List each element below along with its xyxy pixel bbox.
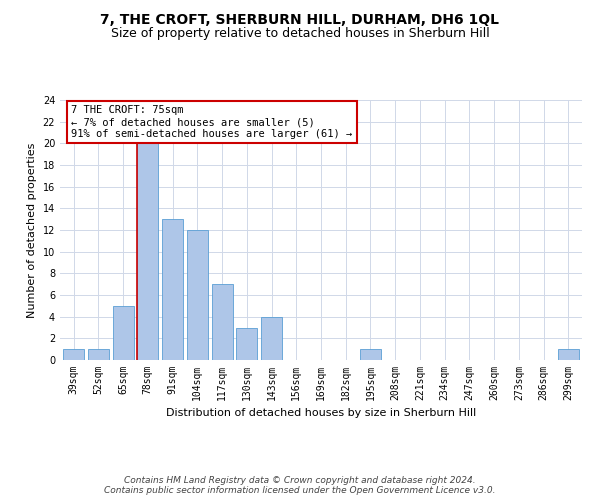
Y-axis label: Number of detached properties: Number of detached properties bbox=[27, 142, 37, 318]
Bar bbox=[187, 230, 208, 360]
Bar bbox=[113, 306, 134, 360]
X-axis label: Distribution of detached houses by size in Sherburn Hill: Distribution of detached houses by size … bbox=[166, 408, 476, 418]
Bar bbox=[137, 144, 158, 360]
Bar bbox=[88, 349, 109, 360]
Bar bbox=[236, 328, 257, 360]
Bar bbox=[162, 219, 183, 360]
Bar bbox=[261, 316, 282, 360]
Text: Size of property relative to detached houses in Sherburn Hill: Size of property relative to detached ho… bbox=[110, 28, 490, 40]
Bar bbox=[212, 284, 233, 360]
Text: 7, THE CROFT, SHERBURN HILL, DURHAM, DH6 1QL: 7, THE CROFT, SHERBURN HILL, DURHAM, DH6… bbox=[101, 12, 499, 26]
Bar bbox=[63, 349, 84, 360]
Bar bbox=[360, 349, 381, 360]
Text: Contains HM Land Registry data © Crown copyright and database right 2024.
Contai: Contains HM Land Registry data © Crown c… bbox=[104, 476, 496, 495]
Bar bbox=[558, 349, 579, 360]
Text: 7 THE CROFT: 75sqm
← 7% of detached houses are smaller (5)
91% of semi-detached : 7 THE CROFT: 75sqm ← 7% of detached hous… bbox=[71, 106, 352, 138]
